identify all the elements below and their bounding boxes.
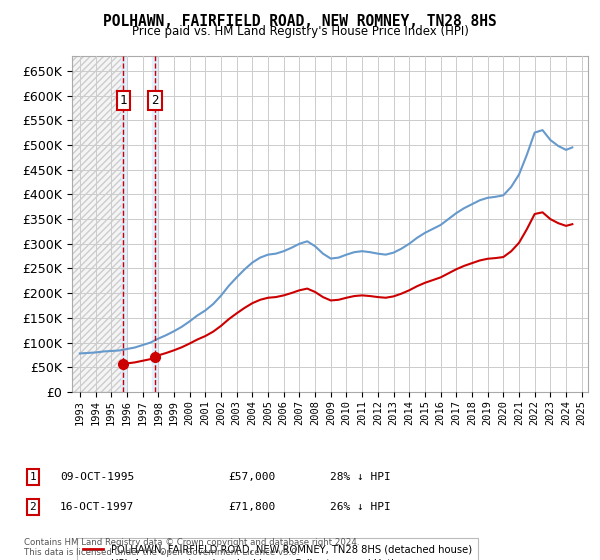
Legend: POLHAWN, FAIRFIELD ROAD, NEW ROMNEY, TN28 8HS (detached house), HPI: Average pri: POLHAWN, FAIRFIELD ROAD, NEW ROMNEY, TN2… — [77, 538, 478, 560]
Text: 1: 1 — [119, 94, 127, 107]
Bar — [152, 56, 158, 392]
Text: 2: 2 — [151, 94, 159, 107]
Text: 28% ↓ HPI: 28% ↓ HPI — [330, 472, 391, 482]
Text: 09-OCT-1995: 09-OCT-1995 — [60, 472, 134, 482]
Text: 1: 1 — [29, 472, 37, 482]
Text: 2: 2 — [29, 502, 37, 512]
Text: £57,000: £57,000 — [228, 472, 275, 482]
Text: POLHAWN, FAIRFIELD ROAD, NEW ROMNEY, TN28 8HS: POLHAWN, FAIRFIELD ROAD, NEW ROMNEY, TN2… — [103, 14, 497, 29]
Text: Price paid vs. HM Land Registry's House Price Index (HPI): Price paid vs. HM Land Registry's House … — [131, 25, 469, 38]
Text: 16-OCT-1997: 16-OCT-1997 — [60, 502, 134, 512]
Bar — [121, 56, 126, 392]
Text: £71,800: £71,800 — [228, 502, 275, 512]
Text: Contains HM Land Registry data © Crown copyright and database right 2024.
This d: Contains HM Land Registry data © Crown c… — [24, 538, 359, 557]
Text: 26% ↓ HPI: 26% ↓ HPI — [330, 502, 391, 512]
